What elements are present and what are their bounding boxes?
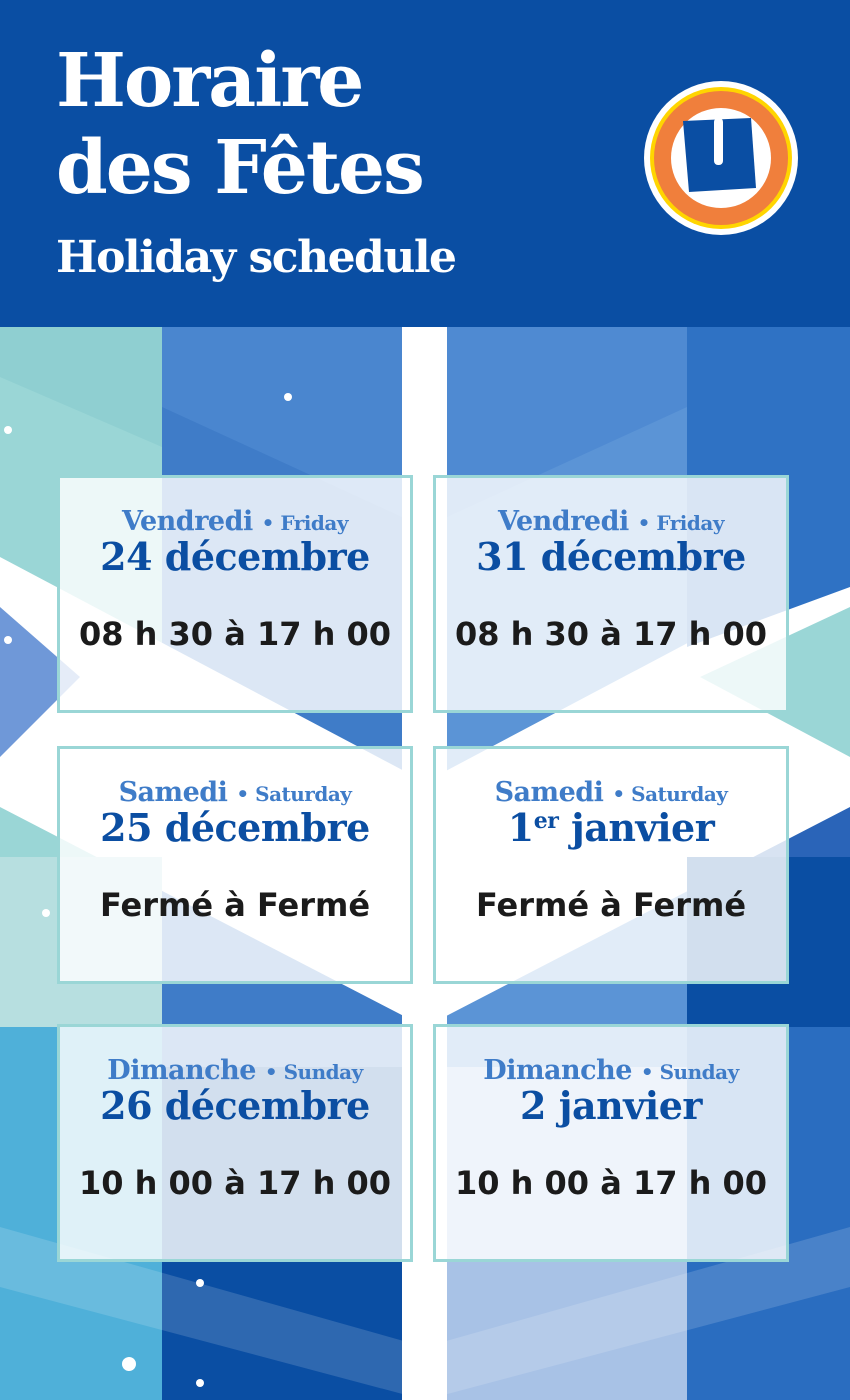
date: 24 décembre: [100, 534, 370, 579]
separator: •: [637, 511, 651, 535]
day-en: Saturday: [631, 782, 728, 806]
day-en: Friday: [280, 511, 348, 535]
day-fr: Vendredi: [122, 506, 253, 537]
schedule-card-jan2: Dimanche • Sunday 2 janvier 10 h 00 à 17…: [433, 1024, 789, 1262]
day-fr: Samedi: [494, 777, 604, 808]
day-en: Saturday: [255, 782, 352, 806]
hours: 10 h 00 à 17 h 00: [78, 1164, 392, 1202]
day-en: Sunday: [283, 1060, 364, 1084]
day-en: Friday: [656, 511, 724, 535]
date: 25 décembre: [100, 805, 370, 850]
hours: Fermé à Fermé: [99, 886, 371, 924]
separator: •: [261, 511, 275, 535]
day-fr: Vendredi: [498, 506, 629, 537]
schedule-card-jan1: Samedi • Saturday 1er janvier Fermé à Fe…: [433, 746, 789, 984]
day-fr: Dimanche: [483, 1055, 632, 1086]
day-en: Sunday: [659, 1060, 740, 1084]
schedule-card-dec25: Samedi • Saturday 25 décembre Fermé à Fe…: [57, 746, 413, 984]
separator: •: [264, 1060, 278, 1084]
day-fr: Dimanche: [107, 1055, 256, 1086]
store-logo-icon: [644, 81, 798, 235]
schedule-card-dec24: Vendredi • Friday 24 décembre 08 h 30 à …: [57, 475, 413, 713]
hours: 08 h 30 à 17 h 00: [454, 615, 768, 653]
title-english: Holiday schedule: [56, 232, 457, 283]
hours: 08 h 30 à 17 h 00: [78, 615, 392, 653]
schedule-card-dec26: Dimanche • Sunday 26 décembre 10 h 00 à …: [57, 1024, 413, 1262]
hours: 10 h 00 à 17 h 00: [454, 1164, 768, 1202]
separator: •: [612, 782, 625, 806]
day-fr: Samedi: [118, 777, 228, 808]
schedule-card-dec31: Vendredi • Friday 31 décembre 08 h 30 à …: [433, 475, 789, 713]
separator: •: [236, 782, 249, 806]
date: 1er janvier: [507, 805, 715, 850]
date: 31 décembre: [476, 534, 746, 579]
separator: •: [640, 1060, 654, 1084]
header-banner: Horaire des Fêtes Holiday schedule: [0, 0, 850, 327]
date: 26 décembre: [100, 1083, 370, 1128]
title-french-line2: des Fêtes: [56, 125, 425, 211]
title-french-line1: Horaire: [56, 38, 364, 124]
date: 2 janvier: [520, 1083, 702, 1128]
hours: Fermé à Fermé: [475, 886, 747, 924]
